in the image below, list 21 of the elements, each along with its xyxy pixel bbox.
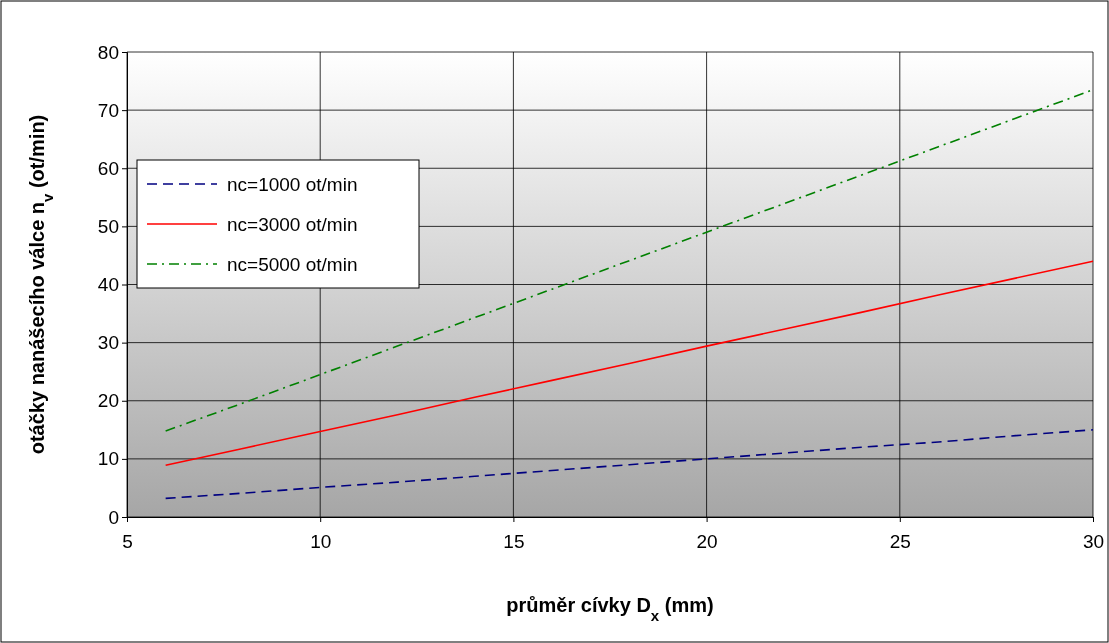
x-tick-label: 25: [889, 530, 911, 552]
y-tick-label: 70: [97, 99, 119, 121]
y-tick-label: 0: [108, 506, 119, 528]
legend-label: nc=1000 ot/min: [227, 174, 358, 195]
x-tick-label: 5: [122, 530, 133, 552]
line-series: [164, 260, 1094, 467]
x-tick-label: 10: [310, 530, 332, 552]
x-tick-label: 20: [696, 530, 718, 552]
y-tick-label: 10: [97, 448, 119, 470]
legend-label: nc=3000 ot/min: [227, 214, 358, 235]
line-series: [164, 429, 1094, 500]
y-tick-label: 50: [97, 215, 119, 237]
y-tick-label: 40: [97, 274, 119, 296]
legend-label: nc=5000 ot/min: [227, 254, 358, 275]
y-tick-label: 60: [97, 157, 119, 179]
y-tick-label: 30: [97, 332, 119, 354]
x-tick-label: 15: [503, 530, 525, 552]
x-axis-title: průměr cívky D$_{x}$ (mm): [506, 594, 714, 624]
y-tick-label: 20: [97, 390, 119, 412]
x-tick-label: 30: [1082, 530, 1105, 552]
y-tick-label: 80: [97, 41, 119, 63]
